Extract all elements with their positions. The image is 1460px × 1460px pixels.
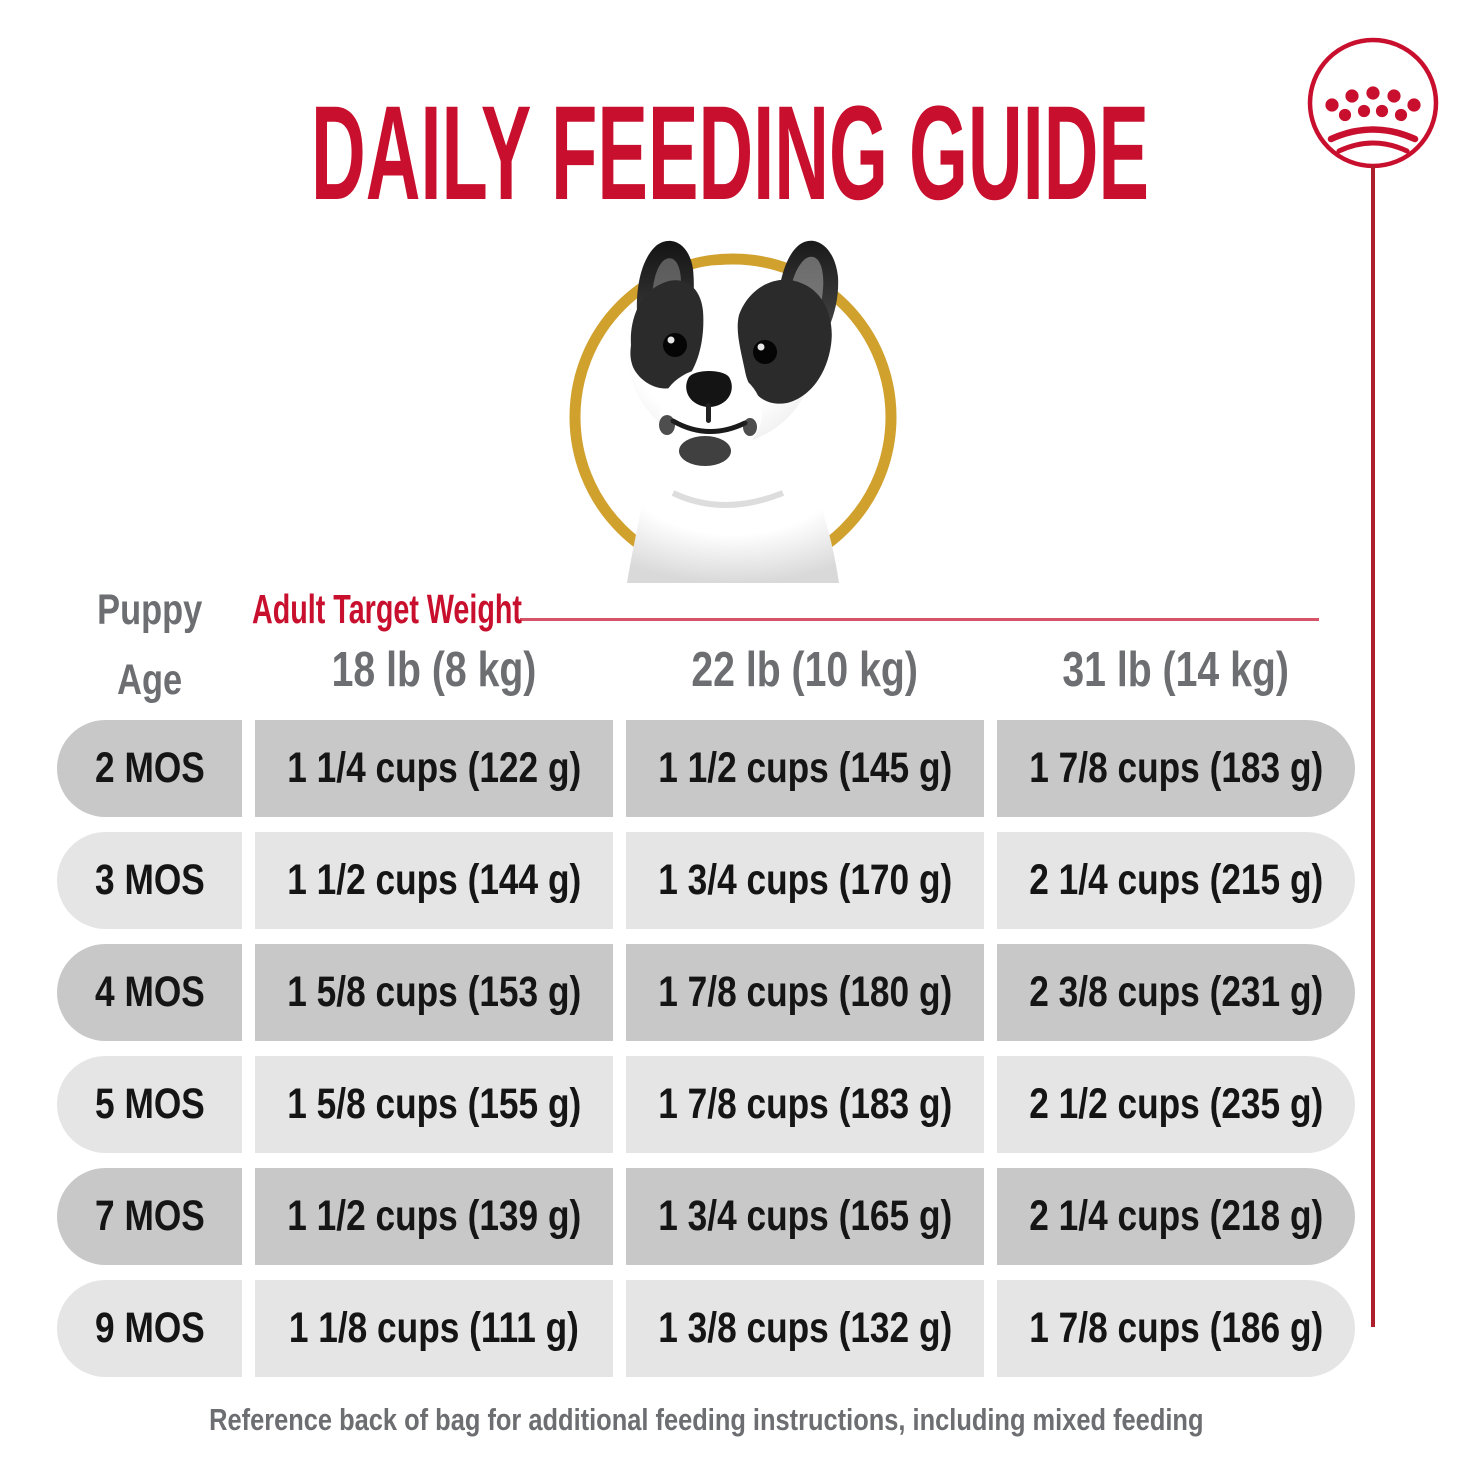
age-cell: 5 MOS [57,1056,242,1153]
left-eye [663,333,687,357]
column-header-22lb: 22 lb (10 kg) [691,643,919,697]
page-title: DAILY FEEDING GUIDE [311,79,1149,228]
nose [686,371,732,407]
amount-cell: 1 1/4 cups (122 g) [255,720,613,817]
amount-cell: 1 3/4 cups (165 g) [626,1168,984,1265]
row-header-label: Puppy Age [57,576,242,715]
amount-cell: 2 1/4 cups (218 g) [997,1168,1355,1265]
table-row: 3 MOS 1 1/2 cups (144 g) 1 3/4 cups (170… [57,832,1355,929]
amount-cell: 1 1/2 cups (144 g) [255,832,613,929]
column-headers: 18 lb (8 kg) 22 lb (10 kg) 31 lb (14 kg) [255,642,1355,698]
feeding-table: 2 MOS 1 1/4 cups (122 g) 1 1/2 cups (145… [57,720,1355,1392]
footer-note: Reference back of bag for additional fee… [208,1402,1204,1437]
table-row: 7 MOS 1 1/2 cups (139 g) 1 3/4 cups (165… [57,1168,1355,1265]
amount-cell: 1 3/4 cups (170 g) [626,832,984,929]
amount-cell: 2 1/4 cups (215 g) [997,832,1355,929]
age-cell: 7 MOS [57,1168,242,1265]
puppy-photo [569,240,897,583]
column-header-31lb: 31 lb (14 kg) [1062,643,1290,697]
table-row: 4 MOS 1 5/8 cups (153 g) 1 7/8 cups (180… [57,944,1355,1041]
amount-cell: 1 7/8 cups (180 g) [626,944,984,1041]
age-cell: 4 MOS [57,944,242,1041]
crown-arc-bottom [1336,140,1410,154]
amount-cell: 1 1/8 cups (111 g) [255,1280,613,1377]
crown-dots [1325,86,1421,122]
amount-cell: 1 1/2 cups (139 g) [255,1168,613,1265]
column-group-underline [520,618,1319,621]
amount-cell: 1 1/2 cups (145 g) [626,720,984,817]
table-row: 2 MOS 1 1/4 cups (122 g) 1 1/2 cups (145… [57,720,1355,817]
age-cell: 2 MOS [57,720,242,817]
amount-cell: 1 5/8 cups (153 g) [255,944,613,1041]
amount-cell: 1 7/8 cups (183 g) [626,1056,984,1153]
table-row: 9 MOS 1 1/8 cups (111 g) 1 3/8 cups (132… [57,1280,1355,1377]
amount-cell: 2 3/8 cups (231 g) [997,944,1355,1041]
right-eye [753,340,777,364]
page-title-text: DAILY FEEDING GUIDE [311,79,1149,228]
amount-cell: 1 5/8 cups (155 g) [255,1056,613,1153]
royal-canin-crown-icon [1307,37,1439,169]
amount-cell: 1 7/8 cups (183 g) [997,720,1355,817]
column-header-18lb: 18 lb (8 kg) [331,643,537,697]
row-header-line1: Puppy [96,586,203,634]
puppy-illustration [627,240,839,583]
column-group-label: Adult Target Weight [252,586,522,632]
table-row: 5 MOS 1 5/8 cups (155 g) 1 7/8 cups (183… [57,1056,1355,1153]
amount-cell: 1 3/8 cups (132 g) [626,1280,984,1377]
brand-stem-line [1371,166,1375,1327]
crown-arc-top [1327,126,1419,143]
amount-cell: 1 7/8 cups (186 g) [997,1280,1355,1377]
age-cell: 3 MOS [57,832,242,929]
age-cell: 9 MOS [57,1280,242,1377]
row-header-line2: Age [116,655,182,704]
amount-cell: 2 1/2 cups (235 g) [997,1056,1355,1153]
